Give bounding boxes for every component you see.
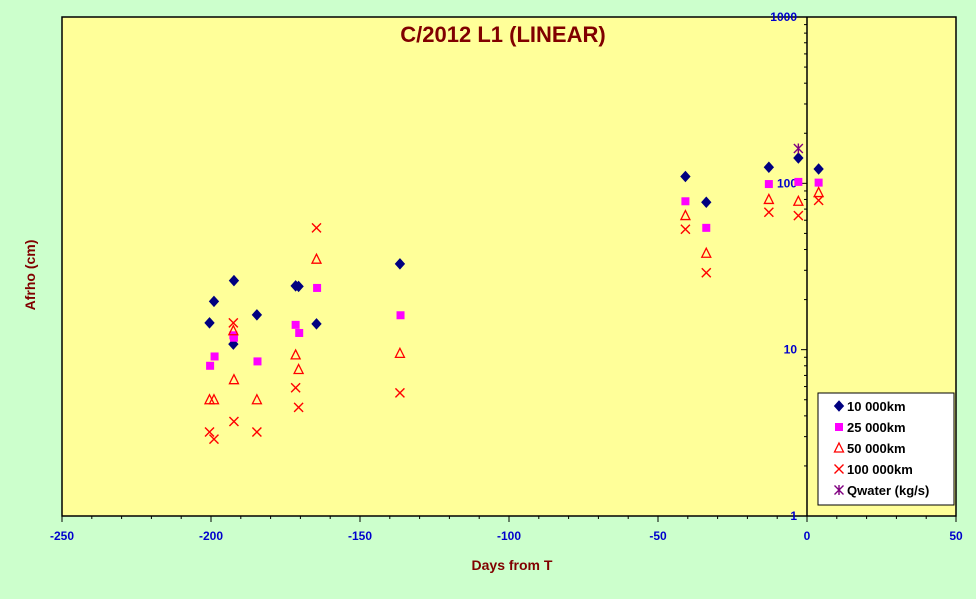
data-point	[291, 320, 300, 329]
data-point	[251, 393, 263, 405]
data-point	[228, 373, 240, 385]
data-point	[310, 252, 323, 264]
data-point	[394, 387, 405, 398]
data-point	[251, 426, 262, 437]
data-point	[680, 224, 691, 235]
data-point	[313, 283, 322, 292]
data-point	[251, 309, 263, 321]
y-tick-label: 100	[777, 176, 797, 190]
data-point	[700, 246, 712, 258]
data-point	[763, 207, 774, 218]
data-point	[792, 194, 804, 206]
data-point	[763, 161, 775, 173]
data-point	[763, 192, 775, 205]
legend: 10 000km 25 000km 50 000km 100 000km Qwater …	[817, 392, 955, 506]
data-point	[227, 324, 239, 336]
x-tick-label: -50	[649, 529, 667, 543]
data-point	[253, 357, 262, 366]
data-point	[228, 317, 239, 328]
data-point	[681, 197, 690, 206]
data-point	[208, 434, 219, 445]
data-point	[702, 223, 711, 232]
data-point	[228, 274, 240, 287]
data-point	[311, 222, 322, 233]
data-point	[814, 178, 823, 187]
chart-title: C/2012 L1 (LINEAR)	[400, 22, 605, 47]
data-point	[394, 258, 406, 270]
data-point	[394, 346, 406, 359]
y-tick-label: 1000	[770, 10, 797, 24]
data-point	[290, 348, 302, 360]
data-point	[204, 317, 215, 329]
x-tick-label: 0	[804, 529, 811, 543]
data-point	[793, 152, 804, 164]
y-tick-label: 10	[784, 343, 798, 357]
x-tick-label: -250	[50, 529, 74, 543]
legend-marker	[835, 423, 843, 431]
data-points	[203, 143, 825, 445]
data-point	[204, 426, 215, 437]
data-point	[679, 209, 691, 221]
data-point	[396, 311, 405, 320]
data-point	[228, 416, 239, 427]
data-point	[794, 177, 803, 186]
data-point	[210, 352, 219, 361]
data-point	[229, 333, 238, 342]
legend-label: 10 000km	[847, 399, 906, 414]
data-point	[793, 210, 804, 221]
data-point	[701, 267, 712, 278]
series-3	[204, 195, 824, 445]
legend-marker	[833, 441, 845, 453]
data-point	[701, 196, 712, 208]
x-axis-label: Days from T	[472, 557, 553, 573]
data-point	[293, 363, 305, 375]
y-axis-label: Afrho (cm)	[22, 240, 38, 311]
x-tick-label: -150	[348, 529, 372, 543]
legend-box	[817, 392, 955, 506]
data-point	[290, 382, 301, 393]
legend-label: 50 000km	[847, 441, 906, 456]
data-point	[208, 393, 220, 405]
data-point	[813, 186, 825, 198]
legend-marker	[833, 400, 845, 412]
legend-label: 100 000km	[847, 462, 913, 477]
data-point	[293, 280, 304, 293]
data-point	[295, 328, 304, 337]
series-4	[793, 143, 804, 154]
data-point	[813, 195, 824, 206]
y-axis-ticks: 1 10 100 1000	[770, 10, 807, 523]
data-point	[293, 402, 304, 413]
x-axis-ticks: -250 -200 -150 -100 -50 0 50	[50, 516, 963, 543]
y-tick-label: 1	[790, 509, 797, 523]
legend-label: 25 000km	[847, 420, 906, 435]
legend-label: Qwater (kg/s)	[847, 483, 929, 498]
data-point	[813, 163, 824, 175]
x-tick-label: -100	[497, 529, 521, 543]
data-point	[764, 180, 773, 189]
data-point	[680, 170, 691, 183]
x-tick-label: -200	[199, 529, 223, 543]
data-point	[793, 143, 804, 154]
legend-marker	[834, 464, 844, 474]
series-2	[203, 186, 825, 405]
x-tick-label: 50	[949, 529, 963, 543]
data-point	[311, 318, 322, 330]
data-point	[206, 361, 215, 370]
data-point	[208, 295, 220, 308]
legend-marker	[834, 485, 844, 495]
